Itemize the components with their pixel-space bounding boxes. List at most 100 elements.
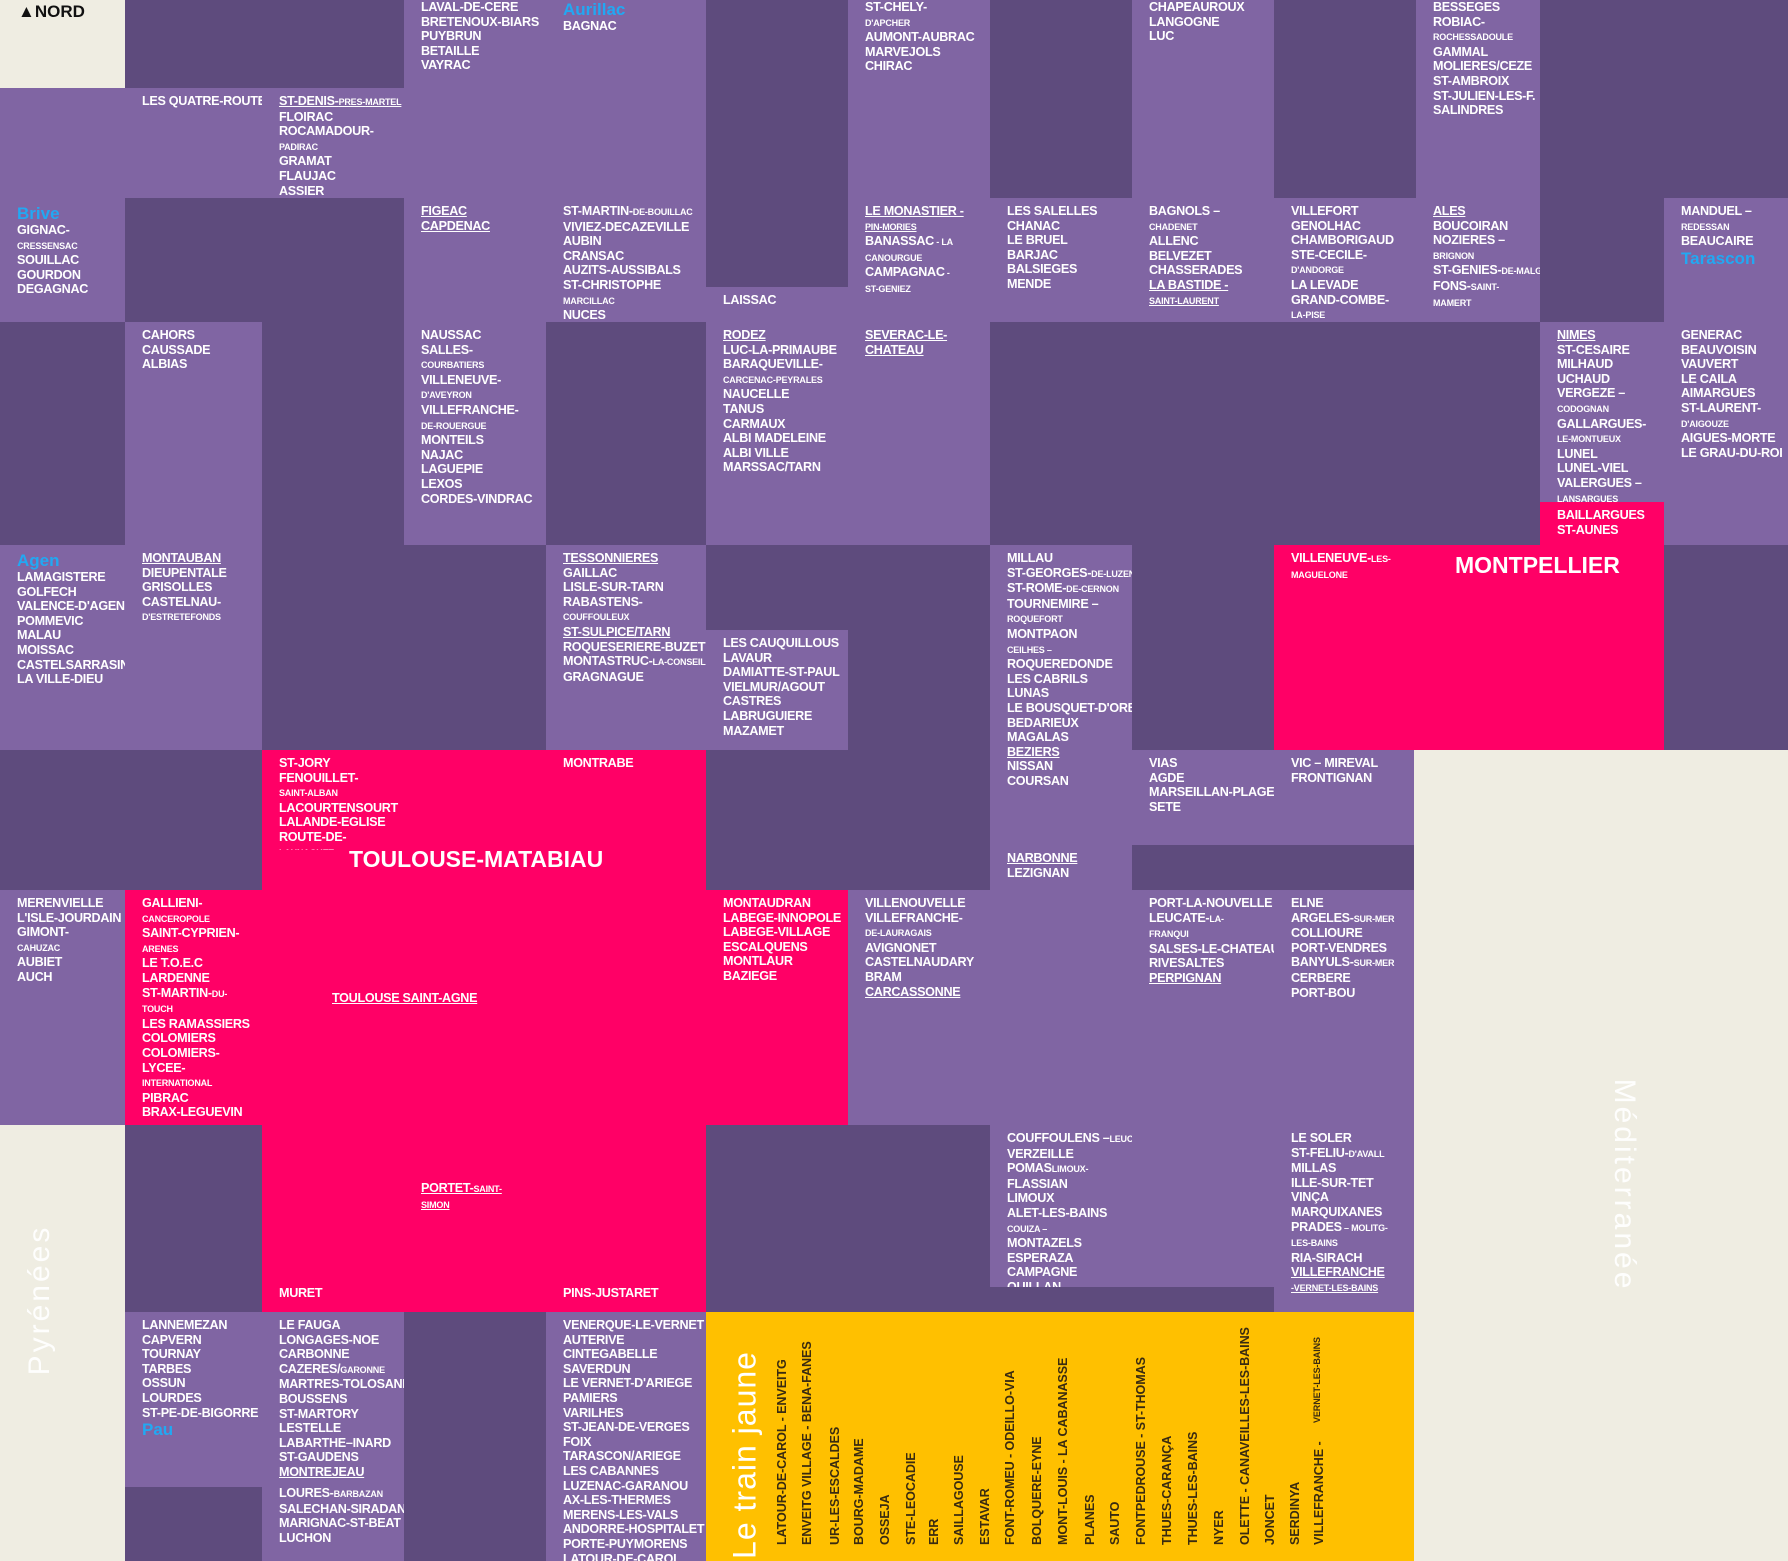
station-name: UCHAUD xyxy=(1557,371,1610,386)
station-name: NIMES xyxy=(1557,328,1596,342)
station-line: VAYRAC xyxy=(421,58,542,73)
station-line: BAGNAC xyxy=(563,19,702,34)
station-name: CHIRAC xyxy=(865,59,913,74)
station-line: Agen xyxy=(17,551,121,570)
cell-les-quatre-routes: LES QUATRE-ROUTES xyxy=(125,88,262,128)
station-line: VILLENOUVELLE xyxy=(865,896,986,911)
station-name: FONS- xyxy=(1433,278,1471,293)
station-line: STE-CECILE- xyxy=(1291,248,1412,263)
station-line: FOIX xyxy=(563,1435,702,1450)
train-jaune-station: ESTAVAR xyxy=(978,1488,992,1545)
station-line: ANDORRE-HOSPITALET xyxy=(563,1522,705,1537)
station-name: LUC-LA-PRIMAUBE xyxy=(723,342,837,357)
station-name: LES CAUQUILLOUS xyxy=(723,636,839,650)
station-name: ALBI MADELEINE xyxy=(723,431,826,446)
station-name: SEVERAC-LE- xyxy=(865,328,948,342)
station-name: CAPVERN xyxy=(142,1332,202,1347)
station-name: AUCH xyxy=(17,969,53,984)
station-line: VINÇA xyxy=(1291,1190,1410,1205)
station-name: NAJAC xyxy=(421,447,463,462)
station-name: LEZIGNAN xyxy=(1007,865,1069,880)
station-name: LISLE-SUR-TARN xyxy=(563,580,664,595)
zone-block xyxy=(546,545,706,750)
station-name: LUNAS xyxy=(1007,686,1049,701)
station-name: CHANAC xyxy=(1007,218,1060,233)
zone-block xyxy=(1132,0,1274,198)
zone-block xyxy=(125,198,404,322)
station-name: LES- xyxy=(1370,554,1391,564)
cell-st-martin: ST-MARTIN-DE-BOUILLAC VIVIEZ-DECAZEVILLE A… xyxy=(546,198,706,322)
station-name: AUBIET xyxy=(17,955,63,970)
station-line: MARVEJOLS xyxy=(865,45,986,60)
station-name: MARVEJOLS xyxy=(865,44,941,59)
station-name: COUFFOULEUX xyxy=(563,612,630,623)
station-name: GARONNE xyxy=(340,1364,385,1375)
train-jaune-station: LATOUR-DE-CAROL - ENVEITG xyxy=(775,1359,789,1545)
station-line: ROBIAC- xyxy=(1433,15,1536,30)
station-name: CHAMBORIGAUD xyxy=(1291,233,1394,248)
station-name: INTERNATIONAL xyxy=(142,1078,213,1089)
cell-vias: VIAS AGDE MARSEILLAN-PLAGE SETE xyxy=(1132,750,1274,845)
station-name: PUYBRUN xyxy=(421,29,482,44)
zone-block xyxy=(125,1312,262,1487)
station-line: ST-DENIS-PRES-MARTEL xyxy=(279,94,402,110)
station-name: LEUC xyxy=(1109,1134,1132,1144)
station-name: BRETENOUX-BIARS xyxy=(421,14,539,29)
station-line: MURET xyxy=(279,1286,400,1301)
station-name: VAUVERT xyxy=(1681,357,1739,372)
station-name: LOURDES xyxy=(142,1390,202,1405)
cell-lannemezan: LANNEMEZAN CAPVERN TOURNAY TARBES OSSUN LOURD… xyxy=(125,1312,262,1487)
station-line: GOURDON xyxy=(17,268,121,283)
station-name: BRAX-LEGUEVIN xyxy=(142,1105,243,1120)
station-name: ST-LAURENT- xyxy=(1681,400,1761,415)
station-line: D'AIGOUZE xyxy=(1681,416,1784,432)
station-name: LAGUEPIE xyxy=(421,462,483,477)
station-name: D'APCHER xyxy=(865,17,911,28)
station-name: ALET-LES-BAINS xyxy=(1007,1205,1108,1220)
station-name: FLOIRAC xyxy=(279,109,333,124)
station-line: GRAMAT xyxy=(279,154,400,169)
station-line: SIMON xyxy=(421,1197,542,1213)
station-line: ST-JORY xyxy=(279,756,400,771)
station-name: LONGAGES-NOE xyxy=(279,1332,379,1347)
station-line: GENOLHAC xyxy=(1291,219,1412,234)
station-name: MAGUELONE xyxy=(1291,569,1348,580)
station-name: VALERGUES – xyxy=(1557,475,1642,490)
station-name: SAINT- xyxy=(473,1184,502,1194)
station-name: SIMON xyxy=(421,1199,450,1210)
station-name: LANGOGNE xyxy=(1149,14,1220,29)
zone-block xyxy=(404,1312,546,1561)
train-jaune-station: JONCET xyxy=(1263,1494,1277,1545)
station-name: CINTEGABELLE xyxy=(563,1347,658,1362)
zone-block xyxy=(990,1125,1274,1287)
station-name: CHAPEAUROUX xyxy=(1149,0,1245,14)
station-name: COURBATIERS xyxy=(421,360,485,371)
station-name: BESSEGES xyxy=(1433,0,1500,14)
station-name: LUZENÇON xyxy=(1106,568,1132,579)
station-line: TESSONNIERES xyxy=(563,551,702,566)
station-line: CANOURGUE xyxy=(865,250,986,266)
station-name: LUC xyxy=(1149,29,1174,44)
station-name: CORDES-VINDRAC xyxy=(421,491,533,506)
station-name: LA-PISE xyxy=(1291,310,1326,321)
station-line: ESPERAZA xyxy=(1007,1251,1128,1266)
station-name: LABEGE-VILLAGE xyxy=(723,925,831,940)
station-line: FLASSIAN xyxy=(1007,1177,1128,1192)
station-line: ESCALQUENS xyxy=(723,940,844,955)
station-line: MONTPELLIER xyxy=(1455,552,1660,578)
station-line: SOUILLAC xyxy=(17,253,121,268)
station-name: ALLENC xyxy=(1149,234,1199,249)
station-line: LE BRUEL xyxy=(1007,233,1128,248)
station-name: CASTRES xyxy=(723,694,782,709)
station-line: BEDARIEUX xyxy=(1007,716,1128,731)
station-name: PORT-LA-NOUVELLE xyxy=(1149,896,1273,910)
station-name: BOUILLAC xyxy=(647,207,693,217)
zone-block xyxy=(0,322,125,545)
zone-block xyxy=(1540,322,1664,502)
train-jaune-station: ERR xyxy=(927,1518,941,1545)
station-name: D'AVALL xyxy=(1348,1148,1385,1159)
station-line: MALAU xyxy=(17,628,121,643)
station-name: LES CABRILS xyxy=(1007,671,1088,686)
cell-narbonne: NARBONNE LEZIGNAN xyxy=(990,845,1132,890)
